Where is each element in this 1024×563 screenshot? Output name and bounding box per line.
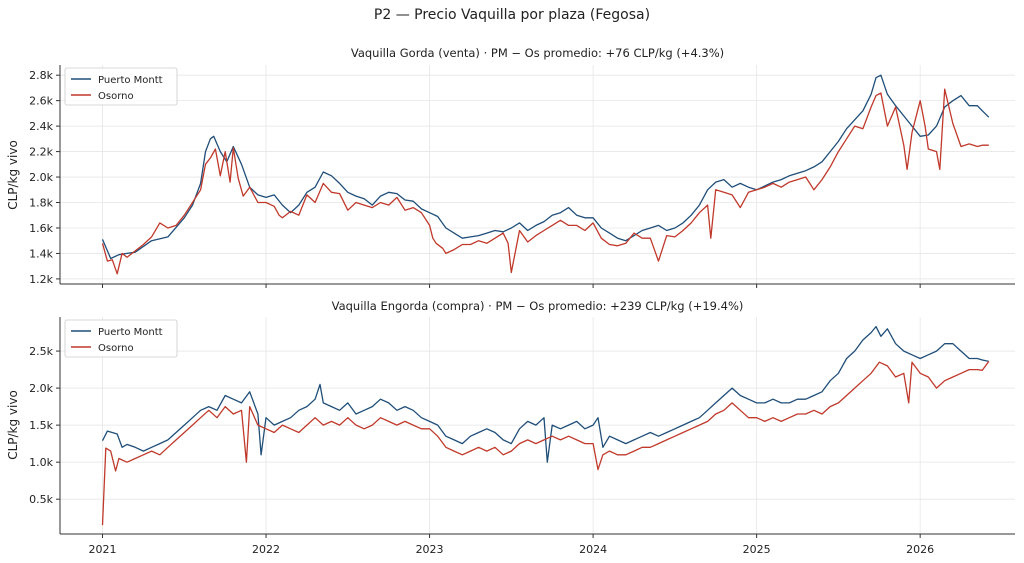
chart2-xtick-label-5: 2026 xyxy=(906,543,934,556)
chart1-plot: 1.2k 1.4k 1.6k 1.8k 2.0k 2.2k 2.4k 2.6k 2.8k Puer… xyxy=(29,65,1015,288)
chart2-xtick-label-1: 2022 xyxy=(252,543,280,556)
chart1-legend: Puerto Montt Osorno xyxy=(64,67,178,106)
chart2-ytick-label-2: 1.5k xyxy=(29,419,53,432)
chart2-series-puerto-montt-line xyxy=(101,325,989,463)
chart2-plot: 0.5k 1.0k 1.5k 2.0k 2.5k 2021 2022 2023 2024 2025… xyxy=(29,317,1015,556)
chart1-series-puerto-montt-line xyxy=(101,74,990,260)
chart1-ytick-label-0: 1.2k xyxy=(29,273,53,286)
chart2-xtick-label-0: 2021 xyxy=(89,543,117,556)
chart1-legend-box xyxy=(64,67,178,106)
chart2-xtick-label-4: 2025 xyxy=(743,543,771,556)
chart2-ytick-label-4: 2.5k xyxy=(29,345,53,358)
chart2-ytick-label-0: 0.5k xyxy=(29,493,53,506)
figure-title: P2 — Precio Vaquilla por plaza (Fegosa) xyxy=(374,7,650,23)
chart2-ytick-label-3: 2.0k xyxy=(29,382,53,395)
chart1-series-osorno-line xyxy=(101,88,989,275)
chart1-ytick-label-3: 1.8k xyxy=(29,197,53,210)
chart2-title: Vaquilla Engorda (compra) · PM − Os prom… xyxy=(332,299,744,313)
chart1-ytick-label-4: 2.0k xyxy=(29,171,53,184)
chart1-ylabel: CLP/kg vivo xyxy=(6,140,20,210)
chart2-ytick-label-1: 1.0k xyxy=(29,456,53,469)
chart2-legend-label-puerto-montt: Puerto Montt xyxy=(98,327,163,338)
chart1-ytick-label-8: 2.8k xyxy=(29,69,53,82)
chart1-ytick-label-5: 2.2k xyxy=(29,146,53,159)
chart2-legend-box xyxy=(64,319,178,358)
chart1-legend-label-osorno: Osorno xyxy=(98,91,134,102)
chart2-legend-label-osorno: Osorno xyxy=(98,343,134,354)
chart2-ylabel: CLP/kg vivo xyxy=(6,390,20,460)
chart2-legend: Puerto Montt Osorno xyxy=(64,319,178,358)
chart1-title: Vaquilla Gorda (venta) · PM − Os promedi… xyxy=(351,46,724,60)
chart1-ytick-label-1: 1.4k xyxy=(29,247,53,260)
chart1-ytick-label-7: 2.6k xyxy=(29,95,53,108)
chart1-legend-label-puerto-montt: Puerto Montt xyxy=(98,75,163,86)
chart1-ytick-label-6: 2.4k xyxy=(29,120,53,133)
chart2-series-osorno-line xyxy=(101,361,990,526)
chart2-xtick-label-2: 2023 xyxy=(416,543,444,556)
chart2-xtick-label-3: 2024 xyxy=(579,543,607,556)
chart1-ytick-label-2: 1.6k xyxy=(29,222,53,235)
